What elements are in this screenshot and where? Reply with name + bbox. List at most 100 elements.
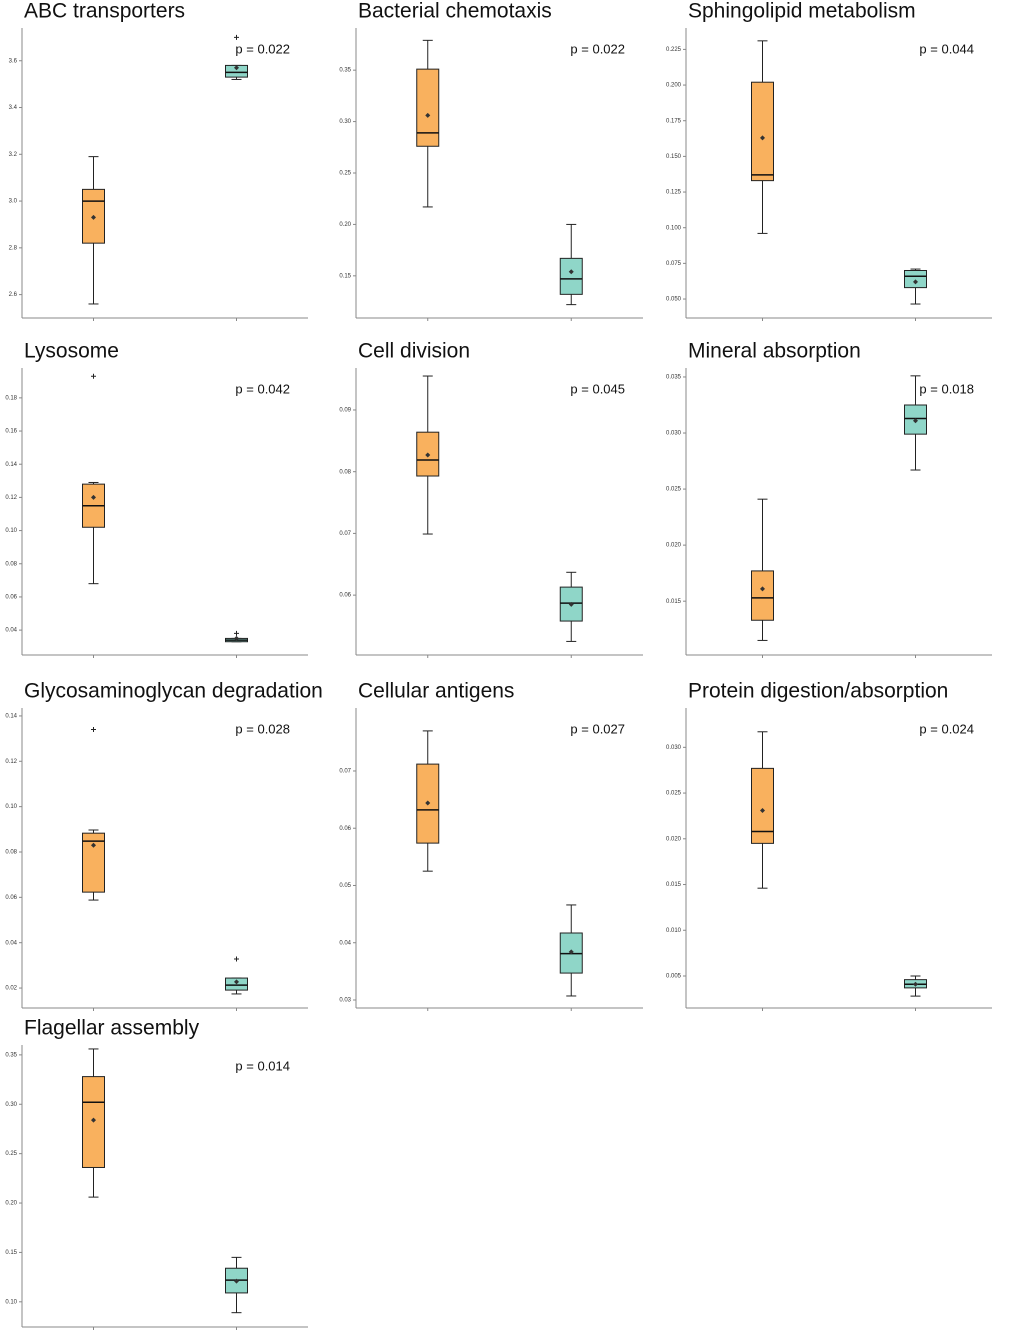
y-tick-label: 0.075 [666, 261, 682, 267]
y-tick-label: 3.0 [9, 199, 18, 205]
y-tick-label: 3.4 [9, 105, 18, 111]
box [751, 570, 774, 621]
y-tick-label: 0.30 [5, 1102, 17, 1108]
p-value: p = 0.028 [235, 721, 290, 736]
chart-title: Cellular antigens [358, 680, 514, 703]
y-tick-label: 0.225 [666, 47, 682, 53]
y-tick-label: 0.025 [666, 487, 682, 493]
y-tick-label: 0.100 [666, 225, 682, 231]
p-value: p = 0.044 [919, 41, 974, 56]
chart-title: ABC transporters [24, 0, 185, 23]
p-value: p = 0.027 [570, 721, 625, 736]
box [82, 832, 105, 893]
y-tick-label: 0.14 [5, 714, 17, 720]
y-tick-label: 0.16 [5, 429, 17, 435]
y-tick-label: 0.07 [339, 531, 351, 537]
y-tick-label: 0.25 [339, 171, 351, 177]
y-tick-label: 0.04 [5, 940, 17, 946]
y-tick-label: 0.12 [5, 495, 17, 501]
mean-marker [234, 979, 239, 985]
y-tick-label: 0.06 [5, 595, 17, 601]
mean-marker [234, 1278, 239, 1284]
y-tick-label: 0.050 [666, 297, 682, 303]
y-tick-label: 0.030 [666, 745, 682, 751]
y-tick-label: 2.8 [9, 245, 18, 251]
chart-title: Mineral absorption [688, 340, 861, 363]
mean-marker [760, 807, 765, 813]
y-tick-label: 0.08 [5, 850, 17, 856]
y-tick-label: 0.150 [666, 154, 682, 160]
box [751, 767, 774, 844]
outlier [234, 34, 239, 40]
p-value: p = 0.042 [235, 381, 290, 396]
y-tick-label: 0.07 [339, 769, 351, 775]
y-tick-label: 0.05 [339, 883, 351, 889]
y-tick-label: 0.06 [339, 826, 351, 832]
chart-title: Protein digestion/absorption [688, 680, 948, 703]
outlier [234, 630, 239, 636]
mean-marker [760, 586, 765, 592]
y-tick-label: 0.06 [5, 895, 17, 901]
y-tick-label: 2.6 [9, 292, 18, 298]
y-tick-label: 0.09 [339, 408, 351, 414]
chart-title: Glycosaminoglycan degradation [24, 680, 323, 703]
mean-marker [568, 269, 574, 275]
y-tick-label: 0.35 [339, 68, 351, 74]
y-tick-label: 0.125 [666, 190, 682, 196]
p-value: p = 0.045 [570, 381, 625, 396]
y-tick-label: 0.14 [5, 462, 17, 468]
y-tick-label: 0.06 [339, 593, 351, 599]
box [559, 257, 583, 295]
y-tick-label: 0.010 [666, 928, 682, 934]
y-tick-label: 0.12 [5, 759, 17, 765]
chart-title: Bacterial chemotaxis [358, 0, 552, 23]
chart-title: Lysosome [24, 340, 119, 363]
outlier [91, 373, 96, 379]
mean-marker [234, 635, 239, 641]
y-tick-label: 0.04 [339, 940, 351, 946]
p-value: p = 0.024 [919, 721, 974, 736]
y-tick-label: 0.030 [666, 431, 682, 437]
y-tick-label: 0.005 [666, 974, 682, 980]
y-tick-label: 0.175 [666, 118, 682, 124]
mean-marker [91, 842, 96, 848]
chart-title: Flagellar assembly [24, 1017, 200, 1040]
box [416, 68, 440, 147]
y-tick-label: 3.6 [9, 58, 18, 64]
chart-title: Sphingolipid metabolism [688, 0, 916, 23]
y-tick-label: 0.020 [666, 543, 682, 549]
mean-marker [913, 279, 918, 285]
y-tick-label: 0.15 [339, 273, 351, 279]
p-value: p = 0.022 [235, 41, 290, 56]
mean-marker [568, 601, 574, 607]
mean-marker [913, 981, 918, 987]
y-tick-label: 0.35 [5, 1052, 17, 1058]
p-value: p = 0.018 [919, 381, 974, 396]
box [904, 269, 927, 289]
box [751, 81, 774, 182]
y-tick-label: 0.10 [5, 804, 17, 810]
mean-marker [425, 800, 431, 806]
mean-marker [91, 494, 96, 500]
mean-marker [913, 418, 918, 424]
outlier [234, 956, 239, 962]
y-tick-label: 0.30 [339, 119, 351, 125]
y-tick-label: 0.08 [339, 469, 351, 475]
y-tick-label: 3.2 [9, 152, 18, 158]
y-tick-label: 0.02 [5, 986, 17, 992]
y-tick-label: 0.25 [5, 1151, 17, 1157]
mean-marker [425, 112, 431, 118]
y-tick-label: 0.04 [5, 628, 17, 634]
mean-marker [91, 1117, 96, 1123]
y-tick-label: 0.08 [5, 561, 17, 567]
mean-marker [425, 452, 431, 458]
y-tick-label: 0.015 [666, 882, 682, 888]
mean-marker [760, 135, 765, 141]
mean-marker [91, 214, 96, 220]
p-value: p = 0.014 [235, 1058, 290, 1073]
y-tick-label: 0.015 [666, 599, 682, 605]
y-tick-label: 0.03 [339, 998, 351, 1004]
y-tick-label: 0.035 [666, 375, 682, 381]
y-tick-label: 0.15 [5, 1250, 17, 1256]
